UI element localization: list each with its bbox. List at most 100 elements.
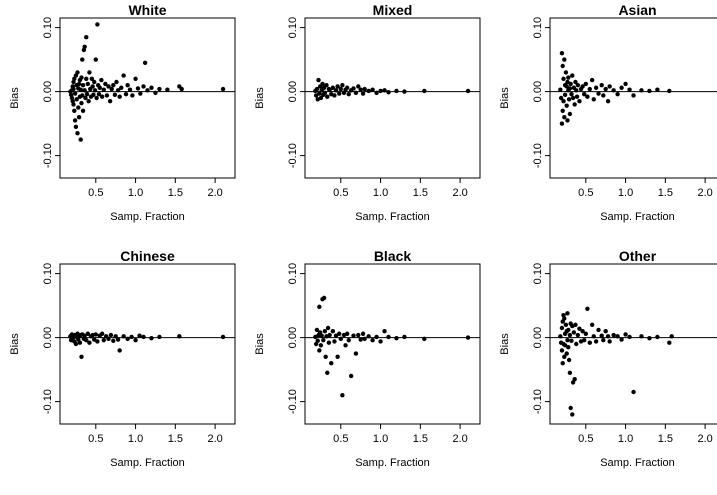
data-point [325, 325, 331, 331]
data-point [358, 337, 363, 342]
data-point [386, 334, 391, 340]
data-point [378, 88, 383, 94]
data-point [370, 87, 375, 92]
data-point [177, 334, 182, 339]
data-point [570, 412, 575, 417]
data-point [109, 86, 114, 92]
y-tick-label: 0.10 [287, 263, 299, 284]
data-point [348, 373, 354, 379]
data-point [574, 341, 579, 347]
data-point [593, 85, 599, 90]
data-point [560, 361, 565, 366]
data-point [78, 87, 83, 92]
data-point [558, 87, 563, 92]
data-point [565, 79, 570, 85]
data-point [566, 357, 572, 363]
data-point [362, 336, 367, 342]
plot-frame [304, 263, 481, 425]
data-point [582, 91, 587, 97]
data-point [566, 327, 571, 333]
data-point [346, 337, 351, 343]
data-point [575, 83, 581, 88]
data-point [573, 79, 578, 85]
data-point [318, 95, 324, 101]
data-point [351, 86, 356, 91]
data-point [366, 334, 371, 339]
data-point [627, 87, 632, 92]
data-point [314, 86, 320, 92]
panel-title: White [128, 2, 166, 18]
data-point [93, 57, 98, 62]
x-tick-label: 1.0 [618, 187, 633, 199]
x-tick-label: 0.5 [333, 433, 348, 445]
data-point [565, 337, 570, 343]
y-axis-label: Bias [499, 333, 511, 355]
data-point [101, 87, 106, 92]
plot-frame [59, 17, 236, 179]
data-point [360, 331, 366, 336]
data-point [615, 91, 620, 97]
data-point [587, 86, 592, 92]
data-point [562, 354, 567, 359]
data-point [322, 90, 328, 96]
y-tick-label: 0.10 [42, 17, 54, 38]
data-point [343, 343, 348, 348]
data-point [596, 91, 601, 96]
data-point [565, 311, 570, 316]
data-point [623, 81, 628, 87]
data-point [573, 322, 578, 327]
data-point [667, 340, 672, 345]
x-tick-label: 1.0 [128, 433, 143, 445]
data-point [655, 87, 660, 92]
data-point [346, 91, 351, 97]
y-axis-label: Bias [499, 87, 511, 109]
data-point [623, 332, 628, 337]
x-tick-label: 1.5 [413, 433, 428, 445]
data-point [567, 370, 573, 375]
data-point [125, 83, 130, 88]
data-point [115, 88, 121, 93]
data-point [315, 338, 320, 343]
x-tick-label: 2.0 [452, 433, 467, 445]
panel-title: Other [619, 248, 657, 264]
data-point [321, 295, 327, 301]
data-point [562, 57, 567, 62]
data-point [333, 88, 339, 93]
data-point [125, 336, 130, 342]
data-point [559, 348, 565, 353]
data-point [560, 63, 565, 69]
data-point [329, 361, 334, 366]
data-point [619, 85, 624, 90]
data-point [96, 91, 102, 97]
data-point [94, 95, 99, 101]
data-point [76, 115, 82, 120]
data-point [149, 336, 154, 341]
x-tick-label: 2.0 [697, 433, 712, 445]
data-point [338, 86, 343, 92]
data-point [141, 334, 146, 340]
data-point [317, 304, 322, 310]
plot-frame [549, 263, 717, 425]
data-point [558, 334, 563, 339]
x-tick-label: 0.5 [88, 187, 103, 199]
data-point [585, 94, 590, 99]
data-point [402, 334, 407, 340]
data-point [611, 332, 616, 338]
data-point [117, 94, 122, 99]
data-point [321, 337, 326, 343]
data-point [360, 91, 366, 96]
y-axis-label: Bias [254, 87, 266, 109]
data-point [72, 108, 77, 114]
y-tick-label: -0.10 [532, 389, 544, 414]
data-point [585, 306, 590, 311]
data-point [72, 91, 78, 96]
y-tick-label: 0.00 [532, 327, 544, 348]
data-point [314, 327, 320, 333]
data-point [567, 86, 573, 91]
data-point [107, 99, 113, 104]
data-point [111, 338, 116, 343]
x-tick-label: 1.0 [128, 187, 143, 199]
data-point [157, 86, 162, 92]
data-point [615, 334, 620, 339]
